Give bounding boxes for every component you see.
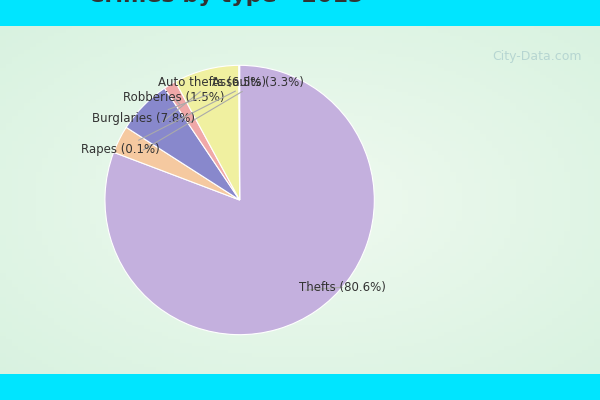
Text: Thefts (80.6%): Thefts (80.6%) [299,281,386,294]
Text: Burglaries (7.8%): Burglaries (7.8%) [92,94,208,125]
Wedge shape [164,82,239,200]
Text: Assaults (3.3%): Assaults (3.3%) [143,76,304,150]
Wedge shape [175,65,239,200]
Wedge shape [105,65,374,335]
Text: Rapes (0.1%): Rapes (0.1%) [81,91,235,156]
Text: Auto thefts (6.5%): Auto thefts (6.5%) [158,76,266,122]
Wedge shape [113,127,239,200]
Wedge shape [126,88,239,200]
Text: City-Data.com: City-Data.com [493,50,582,63]
Text: Robberies (1.5%): Robberies (1.5%) [123,91,224,104]
Text: Crimes by type - 2013: Crimes by type - 2013 [88,0,364,6]
